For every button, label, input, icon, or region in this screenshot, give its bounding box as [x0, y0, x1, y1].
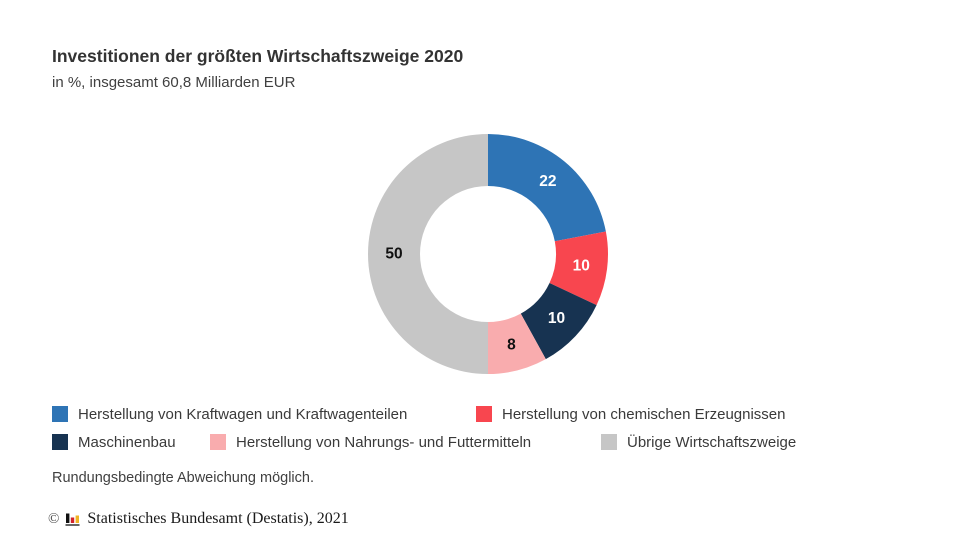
chart-subtitle: in %, insgesamt 60,8 Milliarden EUR	[52, 74, 296, 91]
destatis-logo-icon	[65, 513, 80, 526]
copyright-symbol: ©	[48, 510, 60, 527]
donut-slice-2	[520, 282, 597, 360]
slice-value-label-4: 50	[385, 246, 402, 263]
copyright-text: Statistisches Bundesamt (Destatis), 2021	[87, 510, 349, 527]
legend-item-nahrung: Herstellung von Nahrungs- und Futtermitt…	[210, 433, 531, 451]
donut-slice-0	[488, 134, 606, 242]
legend-label: Maschinenbau	[78, 433, 176, 451]
slice-value-label-3: 8	[507, 337, 516, 354]
legend-item-chemie: Herstellung von chemischen Erzeugnissen	[476, 405, 785, 423]
rounding-note: Rundungsbedingte Abweichung möglich.	[52, 470, 314, 486]
legend-label: Herstellung von Kraftwagen und Kraftwage…	[78, 405, 408, 423]
page-title: Investitionen der größten Wirtschaftszwe…	[52, 46, 464, 66]
legend-label: Übrige Wirtschaftszweige	[627, 433, 797, 451]
legend-swatch-gray-icon	[601, 434, 617, 450]
donut-slice-4	[368, 134, 488, 374]
legend-item-maschinenbau: Maschinenbau	[52, 433, 176, 451]
copyright-line: © Statistisches Bundesamt (Destatis), 20…	[48, 510, 349, 528]
slice-value-label-1: 10	[573, 257, 590, 274]
legend-swatch-navy-icon	[52, 434, 68, 450]
legend-swatch-red-icon	[476, 406, 492, 422]
donut-chart: 22 10 10 8 50	[368, 134, 608, 374]
slice-value-label-0: 22	[539, 173, 556, 190]
donut-slice-1	[549, 231, 608, 306]
legend-item-uebrige: Übrige Wirtschaftszweige	[601, 433, 796, 451]
legend-label: Herstellung von Nahrungs- und Futtermitt…	[236, 433, 532, 451]
legend-label: Herstellung von chemischen Erzeugnissen	[502, 405, 786, 423]
legend-item-kraftwagen: Herstellung von Kraftwagen und Kraftwage…	[52, 405, 407, 423]
legend-swatch-blue-icon	[52, 406, 68, 422]
legend-swatch-pink-icon	[210, 434, 226, 450]
slice-value-label-2: 10	[548, 310, 565, 327]
donut-slice-3	[488, 313, 546, 374]
